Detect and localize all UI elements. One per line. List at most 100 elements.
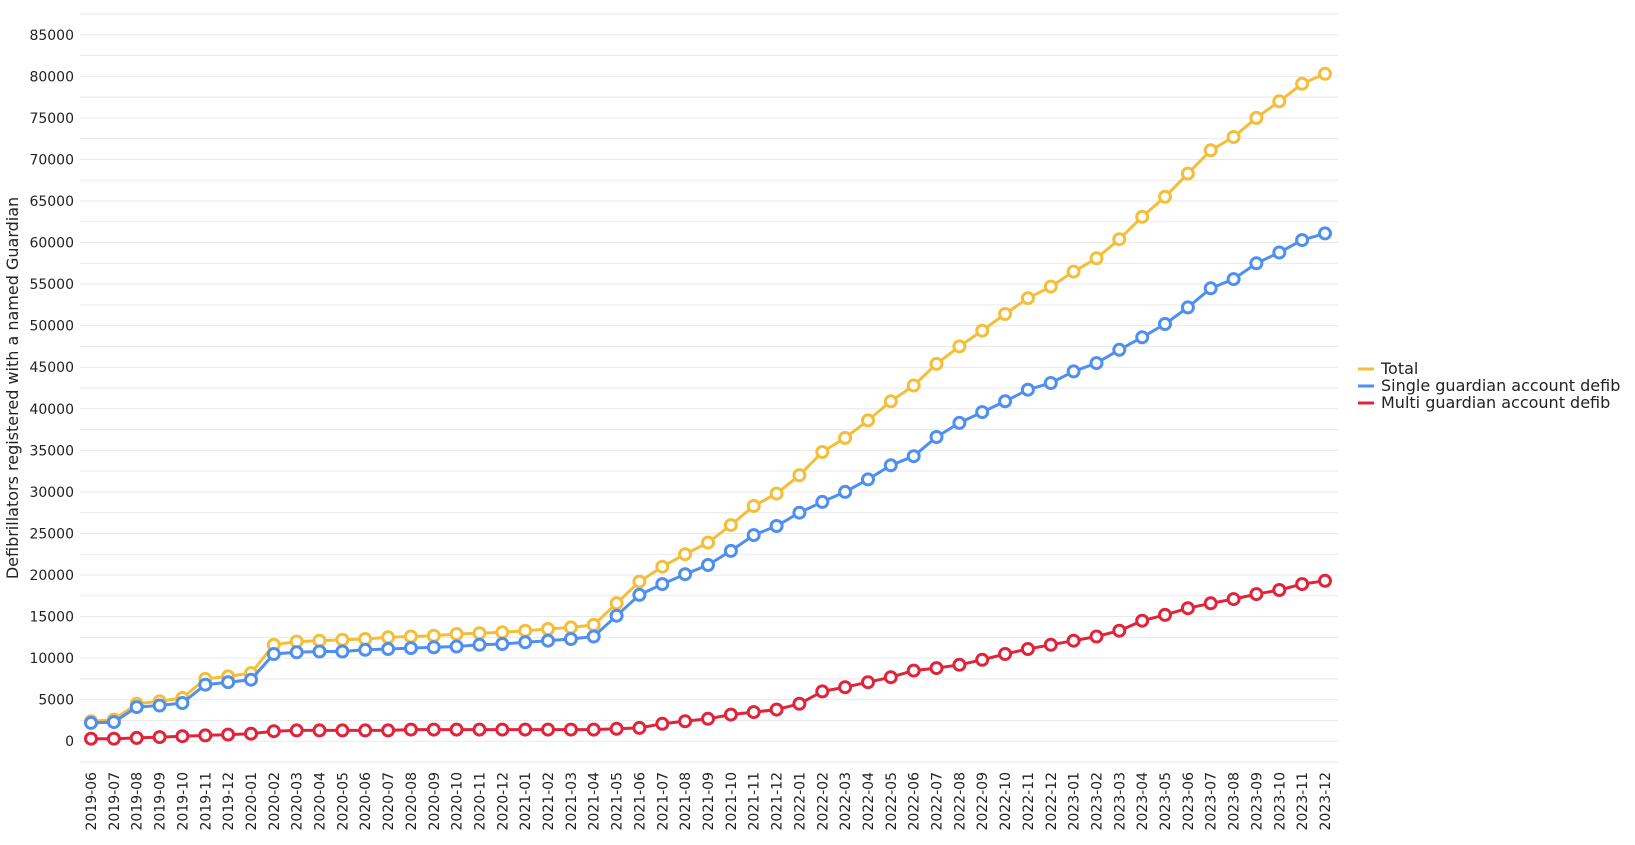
x-tick-label: 2021-09 bbox=[701, 772, 717, 831]
data-point bbox=[1135, 209, 1150, 224]
data-point bbox=[1112, 342, 1127, 357]
y-tick-label: 40000 bbox=[29, 402, 74, 418]
data-point bbox=[198, 677, 213, 692]
data-point bbox=[335, 723, 350, 738]
data-point bbox=[678, 547, 693, 562]
data-point bbox=[746, 705, 761, 720]
x-tick-label: 2020-04 bbox=[313, 772, 329, 831]
data-point bbox=[952, 657, 967, 672]
x-tick-label: 2023-04 bbox=[1135, 772, 1151, 831]
data-point bbox=[838, 680, 853, 695]
x-tick-label: 2020-06 bbox=[358, 772, 374, 831]
data-point bbox=[84, 731, 98, 746]
data-point bbox=[1158, 317, 1172, 331]
data-point bbox=[678, 567, 693, 582]
data-point bbox=[1180, 166, 1195, 181]
data-point bbox=[129, 730, 144, 745]
data-point bbox=[586, 722, 601, 737]
data-point bbox=[975, 323, 990, 338]
data-point bbox=[792, 696, 807, 711]
data-point bbox=[929, 356, 944, 371]
x-tick-label: 2021-05 bbox=[610, 772, 626, 831]
data-point bbox=[403, 641, 418, 656]
data-point bbox=[1043, 637, 1058, 652]
data-point bbox=[1272, 94, 1287, 109]
y-axis-title: Defibrillators registered with a named G… bbox=[3, 197, 22, 579]
data-point bbox=[883, 670, 898, 685]
data-point bbox=[632, 574, 647, 589]
data-point bbox=[792, 468, 807, 483]
x-tick-label: 2022-07 bbox=[930, 772, 946, 831]
data-point bbox=[381, 642, 396, 656]
data-point bbox=[769, 486, 784, 501]
data-point bbox=[563, 632, 578, 646]
data-point bbox=[1295, 577, 1310, 592]
data-point bbox=[1089, 251, 1104, 266]
data-point bbox=[929, 430, 944, 444]
legend-label: Total bbox=[1380, 359, 1418, 378]
data-point bbox=[723, 543, 738, 558]
x-tick-label: 2021-12 bbox=[770, 772, 786, 831]
x-tick-label: 2023-06 bbox=[1181, 772, 1197, 831]
y-tick-label: 0 bbox=[65, 734, 74, 750]
data-point bbox=[906, 663, 921, 678]
data-point bbox=[403, 629, 418, 644]
data-point bbox=[563, 620, 578, 635]
data-point bbox=[106, 715, 121, 730]
data-point bbox=[381, 630, 396, 645]
series-1 bbox=[84, 226, 1332, 730]
data-point bbox=[586, 617, 601, 632]
data-point bbox=[586, 629, 601, 644]
y-tick-label: 70000 bbox=[29, 152, 74, 168]
data-point bbox=[1158, 189, 1172, 204]
data-point bbox=[952, 415, 967, 430]
x-tick-label: 2023-11 bbox=[1295, 772, 1311, 831]
x-tick-label: 2021-04 bbox=[587, 772, 603, 831]
data-point bbox=[1020, 642, 1035, 656]
data-point bbox=[975, 652, 990, 667]
data-point bbox=[861, 472, 875, 487]
data-point bbox=[449, 722, 464, 737]
data-point bbox=[1043, 279, 1058, 294]
x-tick-label: 2021-11 bbox=[747, 772, 763, 831]
data-point bbox=[1226, 130, 1241, 144]
data-point bbox=[472, 722, 487, 737]
data-point bbox=[289, 645, 304, 660]
x-tick-label: 2022-09 bbox=[975, 772, 991, 831]
data-point bbox=[609, 596, 624, 611]
data-point bbox=[769, 519, 784, 533]
data-point bbox=[1066, 264, 1081, 279]
data-point bbox=[883, 458, 898, 473]
data-point bbox=[129, 700, 144, 715]
x-tick-label: 2020-02 bbox=[267, 772, 283, 831]
y-tick-label: 80000 bbox=[29, 69, 74, 85]
data-point bbox=[244, 672, 258, 687]
grid-lines bbox=[80, 13, 1338, 763]
data-point bbox=[449, 639, 464, 654]
data-point bbox=[518, 635, 533, 650]
data-point bbox=[952, 339, 967, 354]
data-point bbox=[655, 559, 670, 574]
x-tick-label: 2021-10 bbox=[724, 772, 740, 831]
data-point bbox=[1066, 633, 1081, 648]
data-point bbox=[723, 518, 738, 533]
data-point bbox=[335, 632, 350, 647]
data-point bbox=[175, 729, 190, 744]
x-tick-label: 2021-01 bbox=[518, 772, 534, 831]
data-point bbox=[1249, 256, 1264, 271]
y-tick-label: 35000 bbox=[29, 443, 74, 459]
data-point bbox=[998, 307, 1013, 321]
data-point bbox=[746, 499, 761, 513]
data-point bbox=[1318, 226, 1332, 241]
data-point bbox=[289, 723, 304, 738]
data-point bbox=[1226, 592, 1241, 607]
data-point bbox=[1020, 291, 1035, 306]
data-point bbox=[701, 711, 715, 726]
x-tick-label: 2023-02 bbox=[1089, 772, 1105, 831]
data-point bbox=[106, 731, 121, 746]
data-point bbox=[1112, 232, 1127, 247]
data-point bbox=[495, 637, 510, 651]
x-axis-ticks: 2019-06 2019-07 2019-08 2019-09 2019-10 2019-… bbox=[84, 772, 1334, 831]
x-tick-label: 2022-04 bbox=[861, 772, 877, 831]
